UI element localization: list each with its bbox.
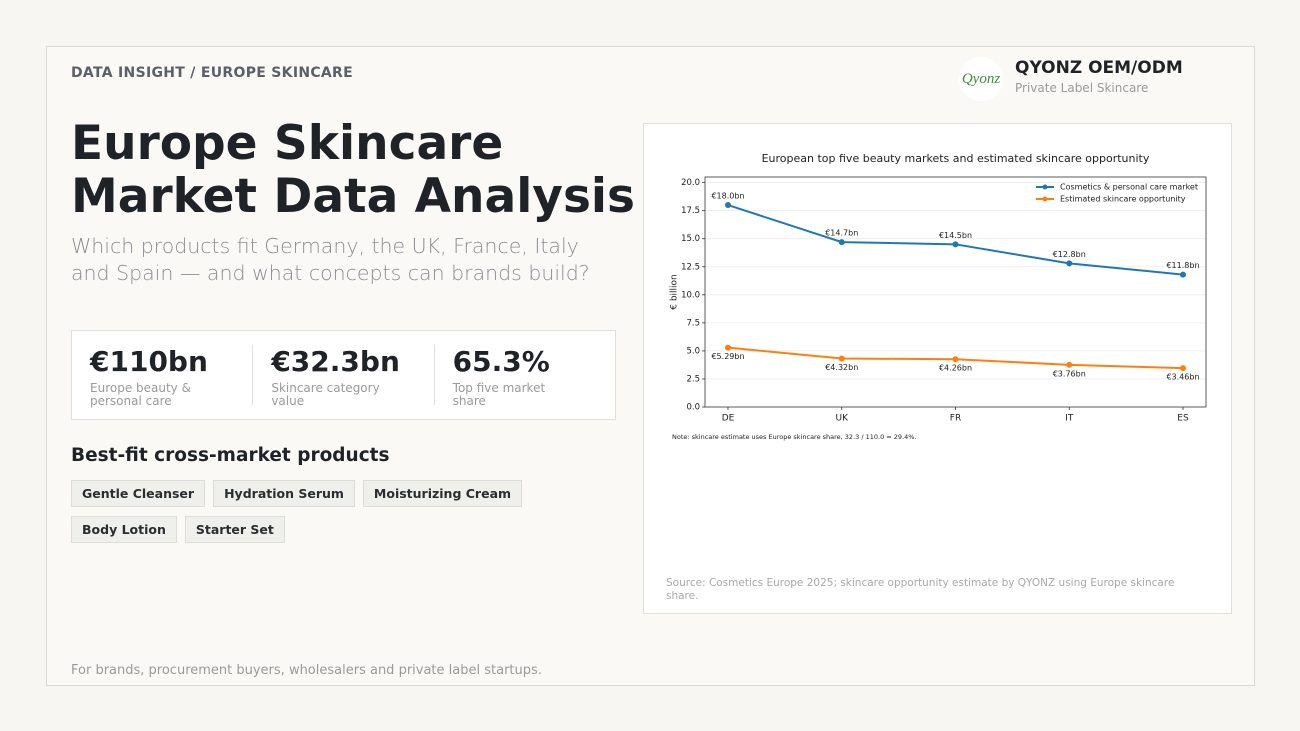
data-point bbox=[952, 241, 959, 248]
stat: €32.3bn Skincare category value bbox=[252, 345, 433, 408]
data-label: €11.8bn bbox=[1166, 261, 1199, 270]
stat-label: Top five market share bbox=[452, 381, 546, 408]
data-label: €12.8bn bbox=[1053, 250, 1086, 259]
data-label: €5.29bn bbox=[711, 352, 744, 361]
data-point bbox=[838, 355, 845, 362]
data-label: €3.46bn bbox=[1166, 373, 1199, 382]
stat-value: 65.3% bbox=[452, 345, 550, 378]
slide-card: DATA INSIGHT / EUROPE SKINCARE Qyonz QYO… bbox=[46, 46, 1255, 686]
subtitle: Which products fit Germany, the UK, Fran… bbox=[71, 234, 590, 285]
legend-marker bbox=[1042, 184, 1048, 190]
legend-label: Cosmetics & personal care market bbox=[1060, 183, 1198, 192]
data-point bbox=[1066, 361, 1073, 368]
y-tick-label: 20.0 bbox=[681, 178, 700, 188]
y-axis-label: € billion bbox=[670, 274, 680, 310]
stat: €110bn Europe beauty & personal care bbox=[72, 345, 252, 408]
data-label: €4.32bn bbox=[825, 363, 858, 372]
product-chip: Starter Set bbox=[184, 516, 285, 543]
x-tick-label: UK bbox=[836, 414, 850, 424]
x-tick-label: DE bbox=[722, 414, 735, 424]
logo: Qyonz bbox=[959, 57, 1003, 101]
chart-panel: European top five beauty markets and est… bbox=[643, 123, 1232, 614]
stats-box: €110bn Europe beauty & personal care €32.3… bbox=[71, 330, 616, 420]
data-label: €18.0bn bbox=[711, 192, 744, 201]
eyebrow: DATA INSIGHT / EUROPE SKINCARE bbox=[71, 65, 353, 81]
y-tick-label: 0.0 bbox=[686, 403, 700, 413]
chart: European top five beauty markets and est… bbox=[670, 152, 1207, 441]
data-label: €14.5bn bbox=[939, 231, 972, 240]
y-tick-label: 2.5 bbox=[686, 374, 700, 384]
y-tick-label: 15.0 bbox=[681, 234, 700, 244]
y-tick-label: 7.5 bbox=[686, 318, 700, 328]
chart-source: Source: Cosmetics Europe 2025; skincare … bbox=[666, 577, 1175, 602]
chart-note: Note: skincare estimate uses Europe skin… bbox=[672, 433, 917, 441]
data-point bbox=[1066, 260, 1073, 267]
product-chips: Gentle Cleanser Hydration Serum Moisturizi… bbox=[71, 480, 631, 543]
y-tick-label: 17.5 bbox=[681, 206, 700, 216]
brand-subtitle: Private Label Skincare bbox=[1015, 81, 1149, 95]
stat-label: Skincare category value bbox=[271, 381, 380, 408]
chart-title: European top five beauty markets and est… bbox=[762, 152, 1150, 165]
stat-value: €110bn bbox=[90, 345, 208, 378]
product-chip: Hydration Serum bbox=[213, 480, 355, 507]
series-line bbox=[727, 204, 1184, 276]
y-tick-label: 10.0 bbox=[681, 290, 700, 300]
data-point bbox=[725, 202, 731, 209]
brand-name: QYONZ OEM/ODM bbox=[1015, 58, 1183, 78]
title: Europe Skincare Market Data Analysis bbox=[71, 117, 635, 223]
stat-value: €32.3bn bbox=[271, 345, 400, 378]
legend-marker bbox=[1042, 196, 1048, 202]
product-chip: Body Lotion bbox=[71, 516, 177, 543]
products-heading: Best-fit cross-market products bbox=[71, 445, 390, 466]
x-tick-label: ES bbox=[1177, 414, 1189, 424]
footer: For brands, procurement buyers, wholesal… bbox=[71, 663, 542, 678]
data-label: €4.26bn bbox=[939, 364, 972, 373]
stat-label: Europe beauty & personal care bbox=[90, 381, 191, 408]
data-label: €14.7bn bbox=[825, 229, 858, 238]
x-tick-label: IT bbox=[1065, 414, 1074, 424]
product-chip: Gentle Cleanser bbox=[71, 480, 206, 507]
data-point bbox=[725, 344, 731, 351]
stat: 65.3% Top five market share bbox=[433, 345, 615, 408]
product-chip: Moisturizing Cream bbox=[362, 480, 523, 507]
data-point bbox=[838, 239, 845, 246]
data-point bbox=[1180, 271, 1186, 278]
data-point bbox=[952, 356, 959, 363]
data-point bbox=[1180, 365, 1186, 372]
y-tick-label: 5.0 bbox=[686, 346, 700, 356]
data-label: €3.76bn bbox=[1053, 369, 1086, 378]
title-line: Market Data Analysis bbox=[71, 169, 635, 224]
y-tick-label: 12.5 bbox=[681, 262, 700, 272]
x-tick-label: FR bbox=[950, 414, 961, 424]
title-line: Europe Skincare bbox=[71, 116, 504, 171]
legend-label: Estimated skincare opportunity bbox=[1060, 195, 1186, 204]
